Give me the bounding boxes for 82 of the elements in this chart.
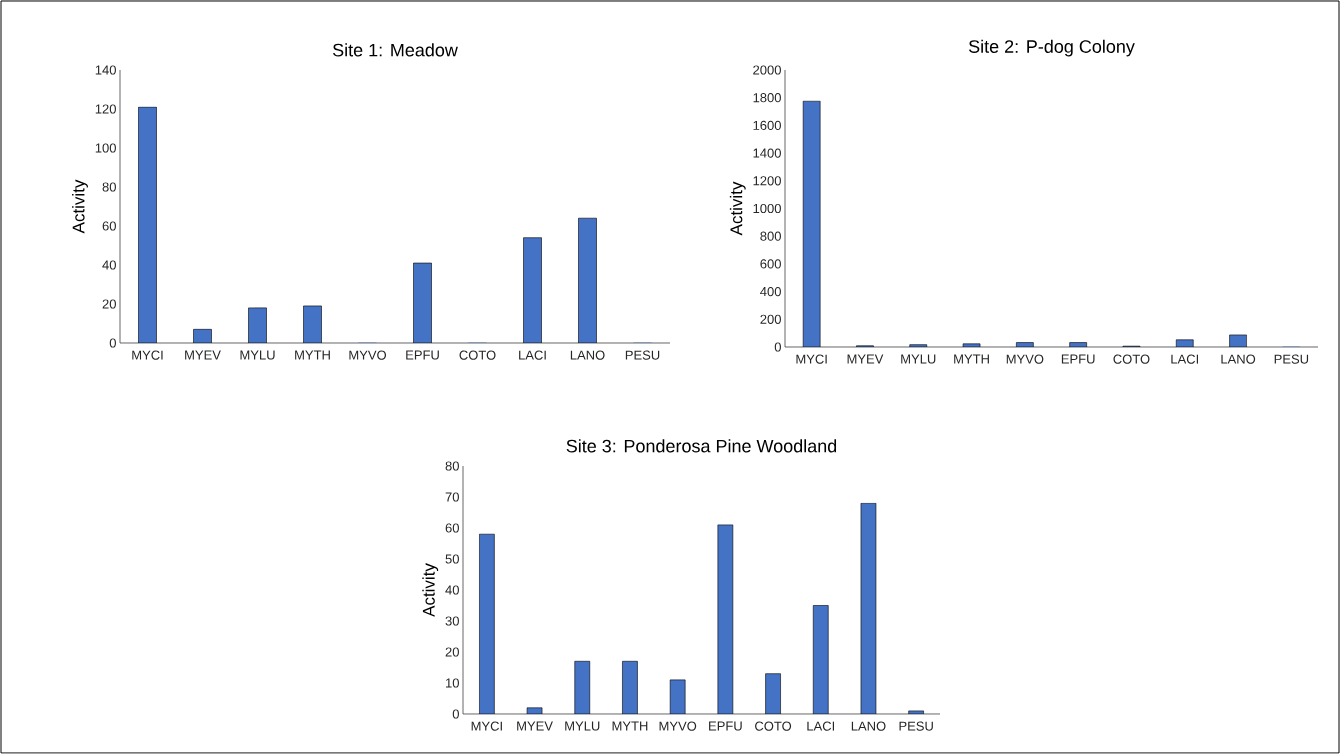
x-tick-label: LACI [807, 721, 835, 731]
x-tick-label: EPFU [1061, 354, 1095, 364]
y-tick-label: 0 [109, 338, 116, 348]
y-tick-label: 60 [102, 221, 116, 231]
y-tick-label: 20 [102, 299, 116, 309]
x-tick-label: MYLU [901, 354, 936, 364]
y-tick-label: 1200 [753, 176, 781, 186]
y-tick-label: 20 [445, 647, 459, 657]
y-tick-label: 600 [760, 259, 781, 269]
y-axis-title: Activity [422, 563, 439, 617]
bar [802, 100, 821, 347]
y-tick-label: 40 [445, 585, 459, 595]
y-tick-label: 120 [95, 104, 116, 114]
x-tick-label: PESU [899, 721, 933, 731]
x-tick-label: PESU [1274, 354, 1309, 364]
chart-title: Site 3: Ponderosa Pine Woodland [566, 439, 837, 453]
y-tick-label: 1600 [753, 120, 781, 130]
x-tick-label: LACI [519, 350, 546, 360]
bar [669, 679, 686, 714]
x-tick-label: LANO [570, 350, 605, 360]
y-axis-title: Activity [72, 179, 88, 234]
x-tick-label: MYTH [295, 350, 330, 360]
bar [765, 673, 781, 714]
y-tick-label: 1000 [753, 203, 781, 214]
x-tick-label: MYVO [1006, 354, 1044, 364]
y-tick-label: 60 [445, 523, 459, 533]
y-tick-label: 40 [102, 260, 116, 270]
y-tick-label: 1800 [753, 93, 781, 103]
bar [574, 660, 591, 714]
x-tick-label: MYEV [517, 721, 553, 731]
bar [717, 524, 734, 714]
x-tick-label: MYVO [349, 350, 387, 360]
y-tick-label: 70 [445, 492, 459, 502]
y-tick-label: 0 [452, 709, 459, 719]
bar [523, 237, 542, 343]
x-tick-label: MYLU [240, 350, 275, 360]
chart-title: Site 1: Meadow [332, 43, 458, 57]
x-tick-label: MYLU [565, 721, 600, 731]
x-tick-label: EPFU [406, 350, 439, 360]
bar [479, 533, 495, 714]
bar [578, 217, 597, 343]
bar [812, 605, 829, 714]
y-tick-label: 2000 [753, 65, 781, 75]
x-tick-label: LANO [851, 721, 886, 731]
x-tick-label: COTO [1113, 354, 1150, 364]
y-tick-label: 140 [95, 65, 116, 75]
y-tick-label: 800 [760, 231, 781, 241]
x-tick-label: COTO [755, 721, 792, 731]
x-tick-label: MYTH [954, 354, 989, 364]
y-tick-label: 100 [95, 143, 116, 153]
bar [860, 502, 877, 714]
x-tick-label: MYCI [796, 354, 827, 364]
x-tick-label: MYEV [847, 354, 884, 364]
y-tick-label: 10 [446, 678, 459, 688]
y-tick-label: 200 [760, 314, 781, 324]
bar [622, 660, 638, 714]
y-tick-label: 1400 [753, 148, 781, 158]
x-tick-label: PESU [625, 350, 660, 360]
x-tick-label: MYCI [132, 350, 163, 360]
y-tick-label: 50 [445, 554, 459, 564]
y-axis-title: Activity [729, 181, 746, 236]
x-tick-label: MYEV [185, 350, 221, 360]
bar [138, 106, 157, 343]
x-tick-label: MYTH [612, 721, 648, 731]
x-tick-label: MYVO [659, 721, 697, 731]
x-tick-label: LANO [1221, 354, 1256, 364]
y-tick-label: 80 [445, 461, 459, 471]
bar [303, 305, 322, 343]
x-tick-label: MYCI [471, 721, 502, 731]
bar [193, 329, 212, 343]
x-tick-label: EPFU [709, 721, 742, 731]
y-tick-label: 80 [102, 182, 116, 192]
x-tick-label: LACI [1171, 354, 1199, 364]
chart-title: Site 2: P-dog Colony [968, 39, 1135, 57]
y-tick-label: 30 [445, 616, 459, 626]
bar [248, 307, 267, 343]
bar [908, 710, 924, 714]
bar [526, 707, 543, 714]
y-tick-label: 400 [760, 286, 781, 297]
x-tick-label: COTO [459, 350, 496, 360]
y-tick-label: 0 [774, 342, 781, 352]
bar [413, 262, 432, 343]
